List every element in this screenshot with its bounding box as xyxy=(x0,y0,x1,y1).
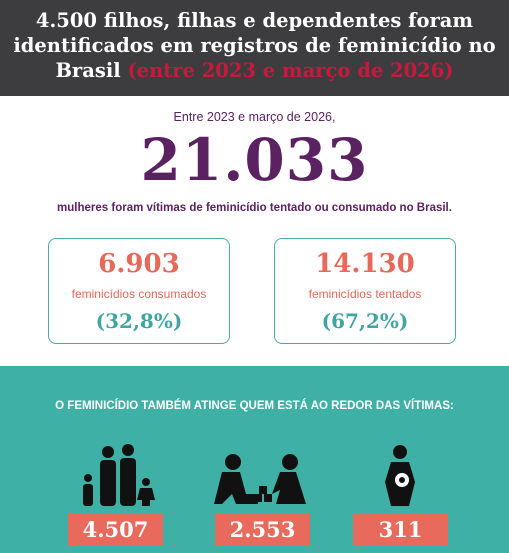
impact-value: 4.507 xyxy=(68,513,163,546)
family-icon xyxy=(83,444,155,506)
intro: Entre 2023 e março de 2026, xyxy=(173,110,336,124)
pregnant-icon xyxy=(385,445,415,506)
title-highlight: (entre 2023 e março de 2026) xyxy=(127,59,454,82)
card-share: (32,8%) xyxy=(95,309,183,333)
card-label: feminicídios consumados xyxy=(71,287,207,301)
card-value: 6.903 xyxy=(98,249,180,279)
card-value: 14.130 xyxy=(315,249,415,279)
title: 4.500 filhos, filhas e dependentes foram… xyxy=(10,8,499,83)
total: 21.033 xyxy=(140,126,369,194)
caption: mulheres foram vítimas de feminicídio te… xyxy=(57,202,452,214)
card-share: (67,2%) xyxy=(321,309,409,333)
icons xyxy=(83,444,415,506)
impact-value: 311 xyxy=(353,513,448,546)
card: 6.903 feminicídios consumados (32,8%) xyxy=(48,238,230,344)
impact-value: 2.553 xyxy=(215,513,310,546)
card-label: feminicídios tentados xyxy=(308,287,422,301)
children-icon xyxy=(214,454,306,504)
header xyxy=(0,0,509,96)
card: 14.130 feminicídios tentados (67,2%) xyxy=(274,238,456,344)
impact-heading: O FEMINICÍDIO TAMBÉM ATINGE QUEM ESTÁ AO… xyxy=(55,400,454,412)
title-text: 4.500 filhos, filhas e dependentes foram… xyxy=(13,9,496,82)
